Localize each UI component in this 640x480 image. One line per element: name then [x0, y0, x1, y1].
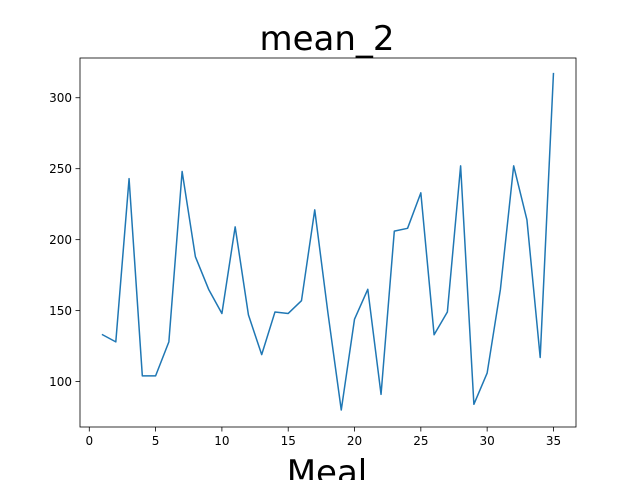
x-tick-label-10: 10 [214, 434, 229, 448]
series-line-0 [101, 72, 555, 411]
x-tick-label-25: 25 [413, 434, 428, 448]
plot-area: 0 5 10 15 20 25 30 35 100 150 200 250 300 [49, 57, 577, 448]
y-tick-label-200: 200 [49, 233, 72, 247]
y-tick-label-100: 100 [49, 375, 72, 389]
x-tick-label-5: 5 [152, 434, 160, 448]
x-axis-label: Meal [287, 453, 368, 480]
x-tick-label-30: 30 [480, 434, 495, 448]
x-tick-label-35: 35 [546, 434, 561, 448]
x-tick-label-20: 20 [347, 434, 362, 448]
x-tick-label-15: 15 [281, 434, 296, 448]
y-tick-label-250: 250 [49, 162, 72, 176]
x-tick-label-0: 0 [85, 434, 93, 448]
plot-frame [79, 57, 577, 428]
y-tick-label-300: 300 [49, 91, 72, 105]
chart-title: mean_2 [259, 19, 394, 59]
y-tick-label-150: 150 [49, 304, 72, 318]
